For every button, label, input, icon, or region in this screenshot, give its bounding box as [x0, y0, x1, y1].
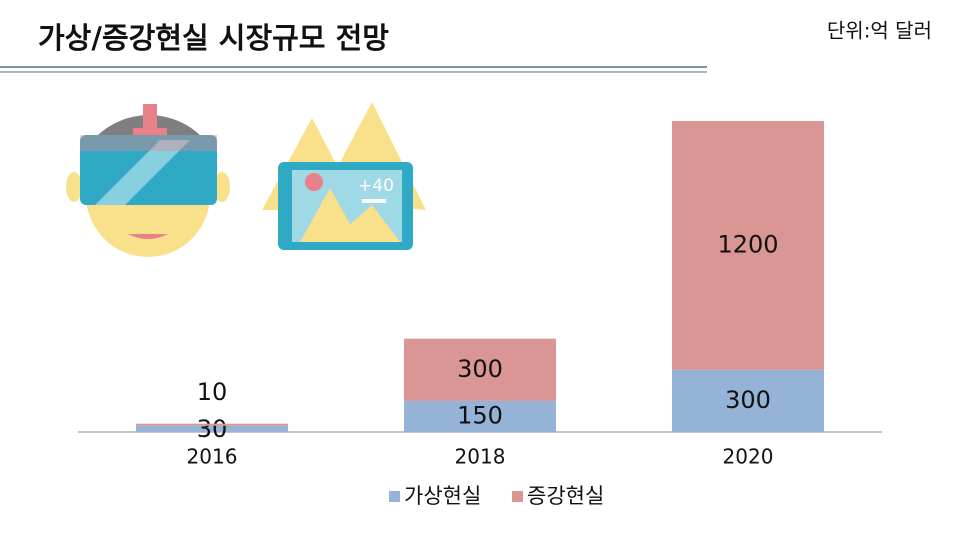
- legend-swatch: [512, 491, 523, 502]
- icon-text: +40: [358, 176, 394, 196]
- bar-segment: [136, 423, 288, 426]
- legend-label: 가상현실: [404, 484, 481, 508]
- vr-icon: [60, 104, 240, 270]
- bar-segment: [404, 338, 556, 401]
- legend-swatch: [389, 491, 400, 502]
- data-label: 10: [197, 378, 228, 406]
- legend-label: 증강현실: [527, 484, 604, 508]
- x-tick-label: 2016: [187, 445, 238, 469]
- bar-segment: [404, 400, 556, 432]
- data-label: 150: [457, 401, 503, 429]
- data-label: 300: [457, 355, 503, 383]
- x-tick-label: 2020: [723, 445, 774, 469]
- x-tick-label: 2018: [455, 445, 506, 469]
- unit-label: 단위:억 달러: [827, 19, 932, 43]
- bar-segment: [672, 369, 824, 432]
- chart-title: 가상/증강현실 시장규모 전망: [38, 21, 389, 55]
- data-label: 300: [725, 386, 771, 414]
- data-label: 30: [197, 415, 228, 443]
- ar-icon: +40: [262, 102, 426, 250]
- data-label: 1200: [717, 230, 778, 258]
- bar-segment: [136, 425, 288, 432]
- bar-segment: [672, 121, 824, 370]
